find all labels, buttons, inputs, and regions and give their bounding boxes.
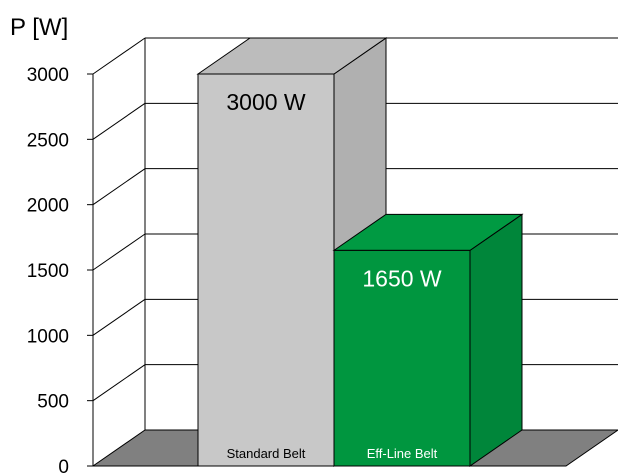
y-axis: 0 500 1000 1500 2000 2500 3000 — [27, 65, 93, 476]
bar-eff-line-belt: 1650 W Eff-Line Belt — [332, 213, 524, 467]
bar-front-face — [197, 73, 335, 467]
y-tick-label: 500 — [37, 392, 69, 413]
gridline-side — [92, 233, 146, 271]
y-tick-label: 3000 — [27, 65, 69, 86]
y-tick-label: 1000 — [27, 326, 69, 347]
gridline-side — [92, 364, 146, 402]
y-tick-label: 2000 — [27, 196, 69, 217]
gridline-side — [92, 168, 146, 206]
bar-front-face — [333, 249, 471, 467]
gridline-side — [92, 37, 146, 75]
y-tick-label: 1500 — [27, 261, 69, 282]
gridline-side — [92, 102, 146, 140]
data-label: 3000 W — [226, 89, 306, 115]
y-axis-title: P [W] — [10, 14, 68, 41]
gridline-side — [92, 298, 146, 336]
bars: 3000 W Standard Belt 1650 W Eff-Line Belt — [196, 37, 524, 467]
y-tick-label: 0 — [58, 457, 69, 476]
y-tick-label: 2500 — [27, 130, 69, 151]
category-label: Eff-Line Belt — [367, 446, 438, 461]
bar-side-face — [469, 213, 523, 467]
category-label: Standard Belt — [227, 446, 306, 461]
data-label: 1650 W — [362, 265, 442, 291]
